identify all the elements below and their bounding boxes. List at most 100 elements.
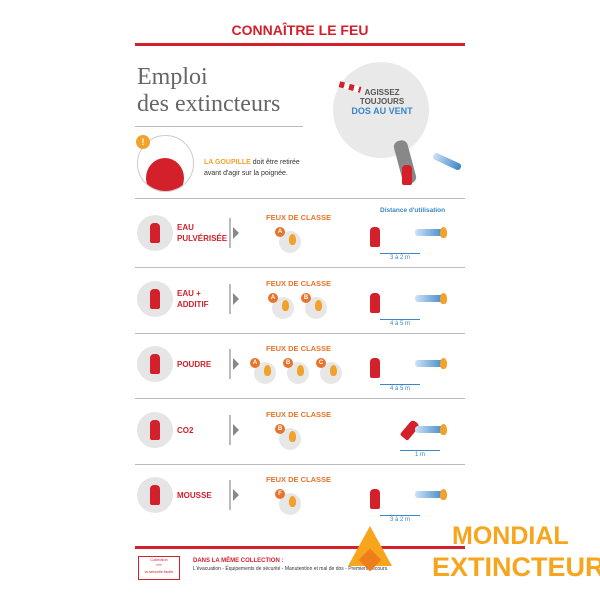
type-icon-circle bbox=[137, 215, 173, 251]
heading: Emploi des extincteurs bbox=[137, 64, 280, 118]
collection-title: DANS LA MÊME COLLECTION : bbox=[193, 558, 284, 564]
extinguisher-icon bbox=[370, 227, 380, 247]
fire-class-badge: F bbox=[275, 489, 285, 499]
logo-bottom: la sécurité facile bbox=[144, 569, 174, 574]
flame-icon bbox=[440, 292, 447, 304]
fire-class-C-icon bbox=[320, 362, 342, 384]
wind-text-1: AGISSEZ bbox=[364, 88, 400, 97]
goupille-text2: avant d'agir sur la poignée. bbox=[204, 170, 288, 177]
collection-text: L'évacuation - Équipements de sécurité -… bbox=[193, 566, 389, 572]
arrow-icon bbox=[233, 292, 239, 305]
fire-class-A-icon bbox=[279, 231, 301, 253]
distance-line bbox=[380, 253, 420, 254]
row-divider bbox=[135, 332, 465, 334]
flame-icon bbox=[440, 227, 447, 238]
fire-class-badge: A bbox=[268, 292, 278, 303]
distance-line bbox=[380, 384, 420, 385]
flame-icon bbox=[289, 496, 296, 507]
distance-value: 1 m bbox=[414, 451, 425, 458]
type-line2: ADDITIF bbox=[177, 299, 209, 309]
spray-icon bbox=[415, 491, 445, 498]
type-line1: POUDRE bbox=[177, 360, 212, 369]
extinguisher-type: CO2 bbox=[177, 425, 193, 436]
bottom-divider bbox=[135, 546, 465, 549]
spray-icon bbox=[415, 229, 445, 236]
distance-value: 4 à 5 m bbox=[389, 320, 410, 327]
type-icon-circle bbox=[137, 346, 173, 382]
fire-class-A-icon bbox=[254, 362, 276, 384]
brand-logo-icon bbox=[338, 518, 400, 580]
distance-line bbox=[380, 515, 420, 516]
extinguisher-type: EAU + ADDITIF bbox=[177, 288, 209, 310]
goupille-text1: doit être retirée bbox=[250, 159, 300, 166]
flame-icon bbox=[315, 299, 322, 311]
wind-text-2: TOUJOURS bbox=[359, 97, 405, 106]
fire-class-badge: A bbox=[250, 358, 260, 368]
distance-header: Distance d'utilisation bbox=[380, 207, 446, 214]
extinguisher-type: POUDRE bbox=[177, 359, 211, 370]
spray-icon bbox=[415, 425, 445, 433]
separator bbox=[229, 218, 231, 248]
type-line1: MOUSSE bbox=[177, 491, 212, 500]
fire-classes-label: FEUX DE CLASSE bbox=[266, 278, 332, 288]
flame-icon bbox=[440, 358, 447, 369]
fire-class-A-icon bbox=[272, 296, 294, 319]
fire-classes-label: FEUX DE CLASSE bbox=[266, 475, 332, 484]
row-divider bbox=[135, 267, 465, 268]
warning-badge-icon: ! bbox=[136, 135, 150, 149]
arrow-icon bbox=[233, 227, 239, 239]
extinguisher-icon bbox=[370, 489, 380, 509]
type-icon-circle bbox=[137, 280, 173, 317]
extinguisher-icon bbox=[150, 223, 160, 243]
fire-class-B-icon bbox=[305, 296, 327, 319]
separator bbox=[229, 414, 231, 445]
goupille-highlight: LA GOUPILLE bbox=[204, 159, 251, 166]
extinguisher-icon bbox=[150, 419, 160, 440]
extinguisher-type: MOUSSE bbox=[177, 490, 212, 501]
heading-line2: des extincteurs bbox=[137, 91, 281, 117]
row-1: EAU + ADDITIF FEUX DE CLASSE A B 4 à 5 m bbox=[0, 271, 600, 331]
brand-name-line1: MONDIAL bbox=[452, 522, 569, 550]
type-line1: EAU bbox=[177, 223, 194, 232]
extinguisher-icon bbox=[370, 358, 380, 378]
separator bbox=[229, 480, 231, 510]
row-4: MOUSSE FEUX DE CLASSE F 3 à 2 m bbox=[0, 467, 600, 527]
flame-icon bbox=[330, 365, 337, 376]
fire-class-badge: A bbox=[275, 227, 285, 237]
type-line1: EAU + bbox=[177, 288, 201, 298]
wind-advice-circle: AGISSEZ TOUJOURS DOS AU VENT bbox=[333, 62, 429, 158]
fire-class-badge: B bbox=[275, 423, 285, 434]
fire-class-badge: C bbox=[316, 358, 326, 368]
arrow-icon bbox=[233, 423, 239, 436]
flame-icon bbox=[440, 489, 447, 500]
fire-class-B-icon bbox=[279, 427, 301, 450]
top-divider bbox=[135, 43, 465, 46]
row-divider bbox=[135, 463, 465, 465]
goupille-illustration bbox=[137, 135, 194, 192]
spray-icon bbox=[415, 360, 445, 367]
spray-icon bbox=[415, 294, 445, 302]
flame-icon bbox=[264, 365, 271, 376]
flame-icon bbox=[289, 430, 296, 442]
type-line1: CO2 bbox=[177, 425, 194, 435]
extinguisher-icon bbox=[402, 165, 412, 185]
brand-name-line2: EXTINCTEUR bbox=[432, 552, 600, 582]
row-2: POUDRE FEUX DE CLASSE A B C 4 à 5 m bbox=[0, 336, 600, 396]
section-divider bbox=[135, 198, 465, 199]
extinguisher-type: EAU PULVÉRISÉE bbox=[177, 222, 227, 244]
fire-classes-label: FEUX DE CLASSE bbox=[266, 409, 332, 419]
distance-line bbox=[400, 449, 440, 451]
flame-icon bbox=[297, 365, 304, 376]
extinguisher-icon bbox=[150, 288, 160, 309]
goupille-note: LA GOUPILLE doit être retirée avant d'agi… bbox=[204, 157, 300, 179]
separator bbox=[229, 283, 231, 314]
type-icon-circle bbox=[137, 411, 173, 448]
fire-classes-label: FEUX DE CLASSE bbox=[266, 213, 332, 222]
fire-class-badge: B bbox=[301, 292, 311, 303]
fire-class-badge: B bbox=[283, 358, 293, 368]
row-0: EAU PULVÉRISÉE FEUX DE CLASSE A 3 à 2 m bbox=[0, 205, 600, 265]
row-3: CO2 FEUX DE CLASSE B 1 m bbox=[0, 402, 600, 462]
collection-logo: Collection ∞∞ la sécurité facile bbox=[138, 556, 180, 580]
distance-value: 3 à 2 m bbox=[389, 255, 410, 261]
fire-class-F-icon bbox=[279, 493, 301, 515]
